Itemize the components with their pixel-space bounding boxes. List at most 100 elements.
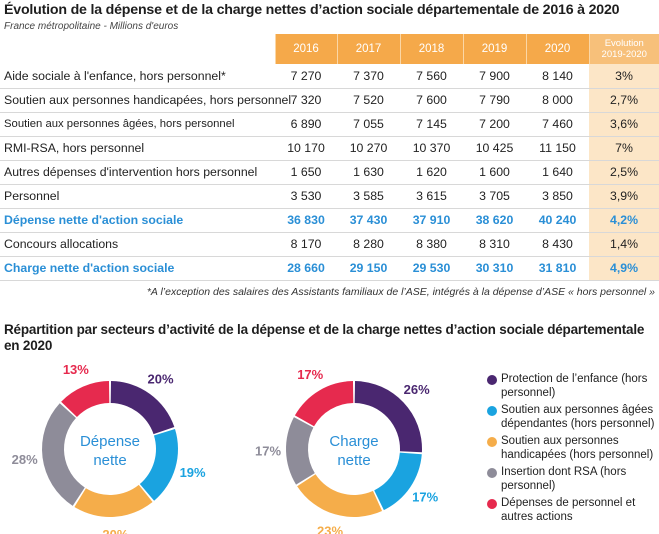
header-year: 2020 — [525, 34, 589, 64]
row-value: 1 650 — [275, 160, 337, 185]
legend-label: handicapées (hors personnel) — [501, 448, 654, 461]
row-label: Dépense nette d'action sociale — [0, 208, 275, 233]
row-value: 1 640 — [526, 160, 589, 185]
table-row: Charge nette d'action sociale 28 660 29 15… — [0, 256, 659, 281]
row-value: 10 370 — [400, 136, 463, 161]
row-label: Soutien aux personnes handicapées, hors … — [0, 88, 291, 113]
legend-item: Protection de l’enfance (hors personnel) — [487, 373, 659, 400]
row-label: Concours allocations — [0, 232, 275, 257]
legend-item: Insertion dont RSA (hors personnel) — [487, 466, 659, 493]
header-evolution-line2: 2019-2020 — [601, 49, 647, 60]
row-evolution: 1,4% — [589, 232, 659, 257]
donut-chart-charge: 26% 17% 23% 17% 17% Charge nette — [255, 367, 439, 534]
legend-item: Soutien aux personnes âgées dépendantes (… — [487, 404, 659, 431]
section-title: Répartition par secteurs d’activité de l… — [4, 322, 645, 353]
row-evolution: 3,9% — [589, 184, 659, 209]
row-value: 31 810 — [526, 256, 589, 281]
legend-swatch — [487, 468, 497, 478]
donut-center-title: Charge — [329, 433, 378, 450]
donut-slice — [42, 403, 85, 506]
legend-item: Soutien aux personnes handicapées (hors p… — [487, 435, 659, 462]
page-subtitle: France métropolitaine - Millions d'euros — [4, 21, 179, 32]
row-value: 7 055 — [337, 112, 400, 137]
slice-label: 23% — [317, 524, 343, 534]
table-row: RMI-RSA, hors personnel 10 170 10 270 10 37… — [0, 136, 659, 161]
row-value: 3 705 — [463, 184, 526, 209]
slice-label: 17% — [412, 489, 438, 504]
table-row: Aide sociale à l'enfance, hors personnel… — [0, 64, 659, 89]
row-value: 7 200 — [463, 112, 526, 137]
legend-label: personnel) — [501, 386, 556, 399]
row-value: 3 530 — [275, 184, 337, 209]
row-value: 7 560 — [400, 64, 463, 89]
slice-label: 26% — [404, 382, 430, 397]
donut-slice — [354, 381, 422, 453]
header-evolution: Evolution 2019-2020 — [588, 34, 659, 64]
donut-slice — [74, 484, 153, 517]
row-evolution: 2,5% — [589, 160, 659, 185]
row-evolution: 4,2% — [589, 208, 659, 233]
row-label: Soutien aux personnes âgées, hors person… — [0, 112, 275, 137]
row-label: Autres dépenses d'intervention hors pers… — [0, 160, 275, 185]
footnote: *A l’exception des salaires des Assistan… — [146, 286, 655, 298]
row-value: 3 850 — [526, 184, 589, 209]
donut-slice — [139, 428, 179, 501]
evolution-table: 2016 2017 2018 2019 2020 Evolution 2019-… — [0, 34, 659, 281]
slice-label: 20% — [148, 371, 174, 386]
row-value: 8 140 — [526, 64, 589, 89]
row-value: 29 530 — [400, 256, 463, 281]
row-value: 7 600 — [400, 88, 463, 113]
donut-center-title: Dépense — [80, 433, 140, 450]
donut-center-title: nette — [93, 452, 126, 469]
row-value: 8 380 — [400, 232, 463, 257]
row-value: 8 280 — [337, 232, 400, 257]
legend-label: Insertion dont RSA (hors — [501, 466, 627, 478]
page-title: Évolution de la dépense et de la charge … — [4, 2, 620, 18]
row-value: 10 270 — [337, 136, 400, 161]
header-evolution-line1: Evolution — [604, 38, 644, 49]
row-label: Aide sociale à l'enfance, hors personnel… — [0, 64, 275, 89]
row-value: 36 830 — [275, 208, 337, 233]
table-row: Soutien aux personnes âgées, hors person… — [0, 112, 659, 137]
legend-swatch — [487, 375, 497, 385]
row-value: 38 620 — [463, 208, 526, 233]
chart-legend: Protection de l’enfance (hors personnel) S… — [487, 373, 659, 528]
donut-slice — [61, 381, 110, 418]
donut-slice — [297, 474, 383, 517]
row-value: 11 150 — [526, 136, 589, 161]
row-evolution: 2,7% — [589, 88, 659, 113]
slice-label: 28% — [12, 452, 38, 467]
slice-label: 17% — [255, 444, 281, 459]
row-value: 10 425 — [463, 136, 526, 161]
legend-label: Soutien aux personnes âgées — [501, 404, 654, 416]
table-body: Aide sociale à l'enfance, hors personnel… — [0, 64, 659, 281]
row-value: 30 310 — [463, 256, 526, 281]
row-label: Personnel — [0, 184, 275, 209]
donut-slice — [294, 381, 354, 427]
header-year: 2018 — [399, 34, 463, 64]
table-row: Autres dépenses d'intervention hors pers… — [0, 160, 659, 185]
legend-swatch — [487, 437, 497, 447]
table-row: Concours allocations 8 170 8 280 8 380 8 310… — [0, 232, 659, 257]
row-value: 8 000 — [526, 88, 589, 113]
row-evolution: 3,6% — [589, 112, 659, 137]
legend-label: dépendantes (hors personnel) — [501, 417, 655, 430]
row-value: 37 430 — [337, 208, 400, 233]
row-value: 7 790 — [463, 88, 526, 113]
donut-slice — [374, 452, 422, 511]
legend-label: Dépenses de personnel et — [501, 497, 636, 509]
row-evolution: 3% — [589, 64, 659, 89]
table-header-row: 2016 2017 2018 2019 2020 Evolution 2019-… — [0, 34, 659, 64]
row-value: 3 585 — [337, 184, 400, 209]
row-value: 1 630 — [337, 160, 400, 185]
row-value: 37 910 — [400, 208, 463, 233]
slice-label: 19% — [180, 465, 206, 480]
row-value: 29 150 — [337, 256, 400, 281]
legend-label: Protection de l’enfance (hors — [501, 373, 648, 385]
header-year: 2016 — [274, 34, 337, 64]
row-evolution: 7% — [589, 136, 659, 161]
donut-chart-depense: 20% 19% 20% 28% 13% Dépense nette — [12, 364, 206, 534]
row-value: 3 615 — [400, 184, 463, 209]
legend-item: Dépenses de personnel et autres actions — [487, 497, 659, 524]
legend-label: Soutien aux personnes — [501, 435, 619, 447]
